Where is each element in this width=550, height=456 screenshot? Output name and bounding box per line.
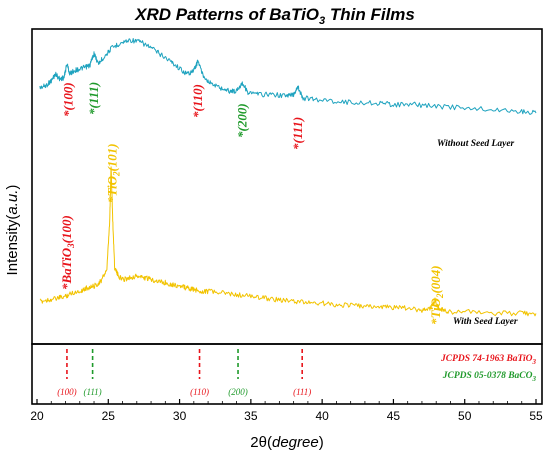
reference-legend-batio3: JCPDS 74-1963 BaTiO3: [440, 354, 536, 366]
reference-line-label: (110): [190, 387, 209, 397]
series-layer: [39, 38, 537, 317]
series-label-without-seed: Without Seed Layer: [437, 139, 515, 149]
reference-line-label: (111): [293, 387, 311, 397]
peak-annotation-bottom: *TiO2(004): [428, 265, 445, 325]
peak-annotation-top: *(200): [234, 103, 249, 138]
x-tick-label: 20: [30, 409, 44, 423]
x-tick-label: 30: [173, 409, 187, 423]
annotation-layer: *(100) *(111) *(110) *(200) *(111) *BaTiO3(10…: [59, 82, 445, 325]
chart-title: XRD Patterns of BaTiO3 Thin Films: [134, 5, 415, 27]
peak-annotation-top: *(111): [86, 82, 101, 115]
x-tick-label: 55: [529, 409, 543, 423]
reference-layer: (100) (111) (110) (200) (111): [57, 349, 311, 397]
peak-annotation-top: *(111): [290, 117, 305, 150]
reference-line-label: (100): [57, 387, 77, 397]
series-line-without-seed: [39, 38, 537, 115]
tick-layer: 20 25 30 35 40 45 50 55: [30, 399, 543, 423]
peak-annotation-bottom: *TiO2(101): [105, 143, 122, 203]
series-label-with-seed: With Seed Layer: [453, 317, 518, 327]
x-tick-label: 25: [102, 409, 116, 423]
peak-annotation-bottom: *BaTiO3(100): [59, 215, 76, 290]
x-tick-label: 40: [315, 409, 329, 423]
x-tick-label: 50: [458, 409, 472, 423]
x-tick-label: 45: [387, 409, 401, 423]
x-axis-label: 2θ(degree): [250, 434, 323, 451]
series-line-with-seed: [39, 166, 537, 317]
x-tick-label: 35: [244, 409, 258, 423]
peak-annotation-top: *(100): [60, 82, 75, 117]
y-axis-label: Intensity(a.u.): [4, 185, 21, 276]
reference-legend-baco3: JCPDS 05-0378 BaCO3: [442, 371, 537, 383]
reference-panel-frame: [31, 343, 543, 405]
reference-line-label: (111): [84, 387, 102, 397]
reference-line-label: (200): [228, 387, 248, 397]
peak-annotation-top: *(110): [190, 84, 205, 118]
